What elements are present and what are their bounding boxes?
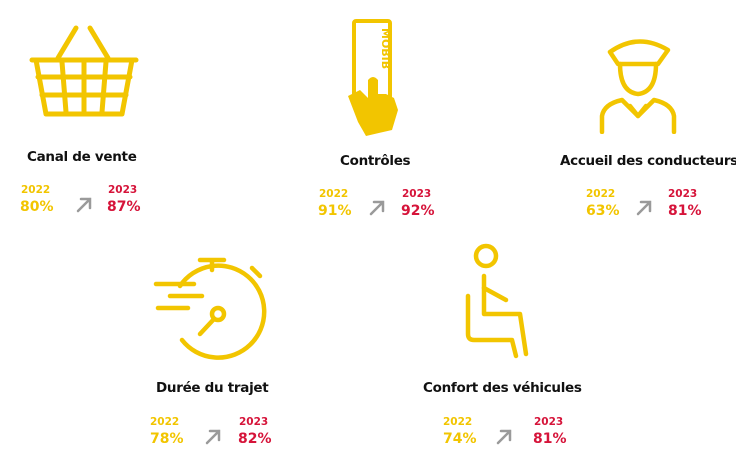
year-2023-label: 2023 (668, 188, 698, 200)
year-2022-label: 2022 (443, 416, 473, 428)
year-2023-label: 2023 (239, 416, 269, 428)
value-2023: 92% (401, 203, 435, 219)
trend-up-arrow-icon (636, 200, 652, 216)
value-2022: 80% (20, 199, 54, 215)
year-2022-label: 2022 (21, 184, 51, 196)
value-2022: 78% (150, 431, 184, 447)
value-2023: 82% (238, 431, 272, 447)
item-title: Durée du trajet (156, 380, 269, 396)
item-title: Confort des véhicules (423, 380, 582, 396)
trend-up-arrow-icon (205, 429, 221, 445)
value-2022: 91% (318, 203, 352, 219)
value-2022: 74% (443, 431, 477, 447)
driver-icon (599, 39, 677, 134)
mobib-card-label: MOBIB (379, 28, 392, 69)
value-2023: 81% (668, 203, 702, 219)
shopping-basket-icon (29, 25, 139, 117)
value-2023: 81% (533, 431, 567, 447)
trend-up-arrow-icon (369, 200, 385, 216)
year-2022-label: 2022 (586, 188, 616, 200)
trend-up-arrow-icon (76, 197, 92, 213)
year-2022-label: 2022 (319, 188, 349, 200)
item-title: Canal de vente (27, 149, 137, 165)
hand-holding-ticket-icon: MOBIB (348, 19, 398, 136)
item-title: Accueil des conducteurs (560, 153, 736, 169)
item-title: Contrôles (340, 153, 411, 169)
trend-up-arrow-icon (496, 429, 512, 445)
seated-person-icon (465, 243, 529, 359)
stopwatch-icon (153, 257, 267, 360)
year-2023-label: 2023 (402, 188, 432, 200)
value-2022: 63% (586, 203, 620, 219)
year-2022-label: 2022 (150, 416, 180, 428)
year-2023-label: 2023 (534, 416, 564, 428)
value-2023: 87% (107, 199, 141, 215)
year-2023-label: 2023 (108, 184, 138, 196)
